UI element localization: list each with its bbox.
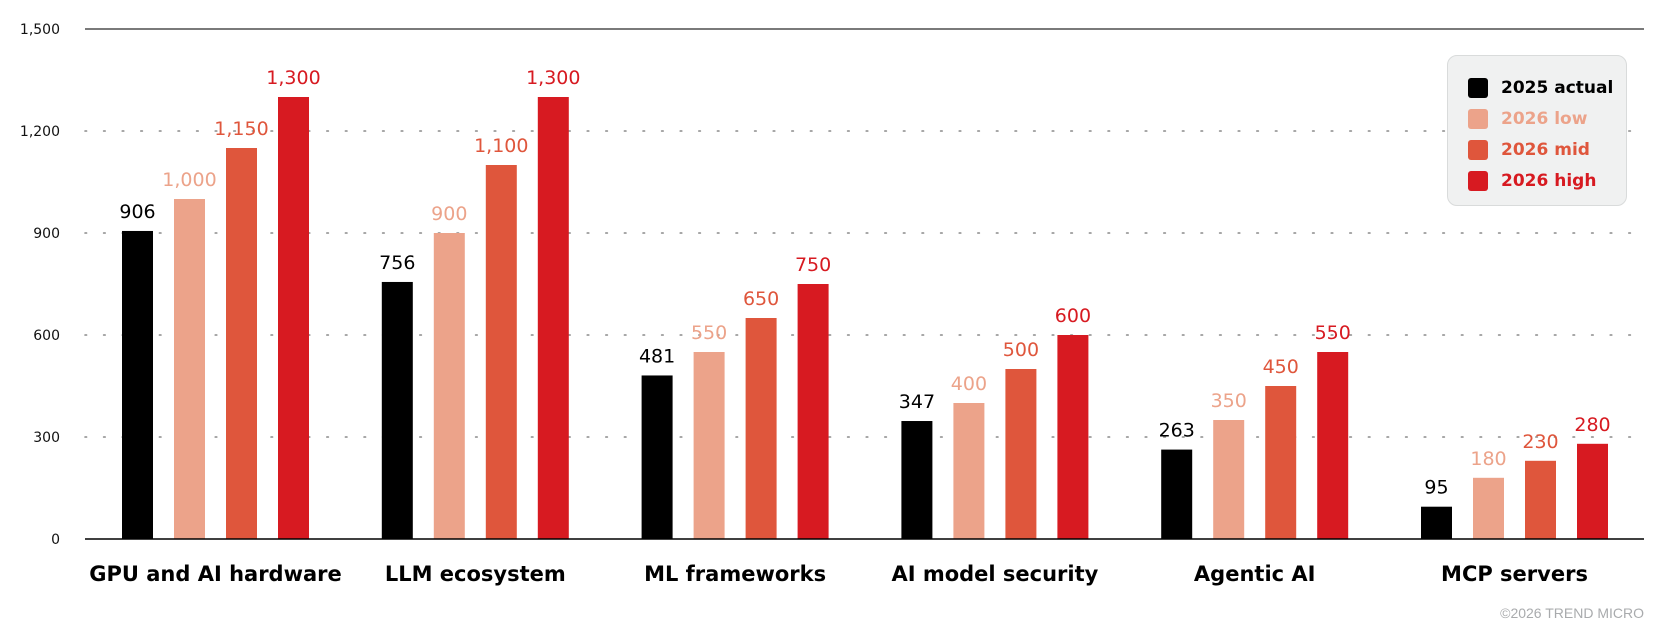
y-tick-label: 1,200 (20, 124, 60, 140)
category-label: Agentic AI (1194, 562, 1316, 586)
y-tick-label: 1,500 (20, 22, 60, 38)
data-label: 263 (1159, 420, 1195, 442)
legend-item-2026-mid: 2026 mid (1468, 134, 1626, 165)
legend-label: 2026 mid (1501, 139, 1590, 160)
bar-2025-actual (122, 230, 153, 539)
data-label: 550 (1315, 322, 1351, 344)
y-tick-label: 300 (33, 430, 60, 446)
legend-swatch (1468, 77, 1488, 98)
data-label: 500 (1003, 339, 1039, 361)
bar-2026-low (953, 403, 985, 539)
data-label: 230 (1522, 431, 1558, 453)
data-label: 1,300 (526, 67, 580, 89)
copyright: ©2026 TREND MICRO (1500, 605, 1644, 621)
bar-2026-high (1057, 335, 1089, 539)
category-label: GPU and AI hardware (89, 562, 342, 586)
data-label: 347 (899, 391, 935, 413)
data-label: 1,300 (266, 67, 320, 89)
legend-item-2025-actual: 2025 actual (1468, 72, 1626, 103)
bar-2026-low (693, 352, 725, 539)
bar-2025-actual (1161, 449, 1193, 539)
bar-2026-high (537, 97, 569, 539)
category-label: MCP servers (1441, 562, 1588, 586)
bar-2026-low (174, 199, 205, 539)
legend: 2025 actual 2026 low 2026 mid 2026 high (1447, 55, 1627, 206)
y-tick-label: 0 (51, 532, 60, 548)
data-label: 1,150 (214, 118, 268, 140)
legend-label: 2026 low (1501, 108, 1588, 129)
bar-2026-mid (1265, 386, 1297, 539)
bar-2026-low (433, 233, 465, 539)
data-label: 650 (743, 288, 779, 310)
data-label: 1,000 (162, 169, 216, 191)
legend-swatch (1468, 170, 1488, 191)
bar-2026-high (1317, 352, 1349, 539)
data-label: 1,100 (474, 135, 528, 157)
data-label: 900 (431, 203, 467, 225)
bar-2026-mid (485, 165, 517, 539)
legend-label: 2026 high (1501, 170, 1597, 191)
bar-2025-actual (901, 421, 933, 539)
data-label: 481 (639, 345, 675, 367)
data-label: 906 (119, 201, 155, 223)
data-label: 750 (795, 254, 831, 276)
y-tick-label: 900 (33, 226, 60, 242)
data-label: 180 (1470, 448, 1506, 470)
data-label: 450 (1263, 356, 1299, 378)
data-label: 95 (1424, 477, 1448, 499)
bar-2026-high (1577, 443, 1608, 539)
category-label: AI model security (891, 562, 1098, 586)
y-tick-label: 600 (33, 328, 60, 344)
legend-label: 2025 actual (1501, 77, 1614, 98)
bar-2026-high (797, 284, 829, 539)
bar-2026-low (1213, 420, 1245, 539)
legend-swatch (1468, 139, 1488, 160)
data-label: 550 (691, 322, 727, 344)
category-label: ML frameworks (644, 562, 826, 586)
data-label: 280 (1574, 414, 1610, 436)
data-label: 600 (1055, 305, 1091, 327)
legend-item-2026-low: 2026 low (1468, 103, 1626, 134)
bar-2026-mid (745, 318, 777, 539)
bar-2026-high (278, 97, 309, 539)
data-label: 756 (379, 252, 415, 274)
bar-2026-mid (226, 148, 257, 539)
data-label: 400 (951, 373, 987, 395)
category-label: LLM ecosystem (385, 562, 566, 586)
legend-item-2026-high: 2026 high (1468, 165, 1626, 196)
legend-swatch (1468, 108, 1488, 129)
bar-2025-actual (641, 375, 673, 539)
bar-2026-mid (1005, 369, 1037, 539)
data-label: 350 (1211, 390, 1247, 412)
bar-2025-actual (1421, 506, 1452, 539)
bar-2026-low (1473, 477, 1504, 539)
bar-2025-actual (381, 281, 413, 539)
bar-2026-mid (1525, 460, 1556, 539)
